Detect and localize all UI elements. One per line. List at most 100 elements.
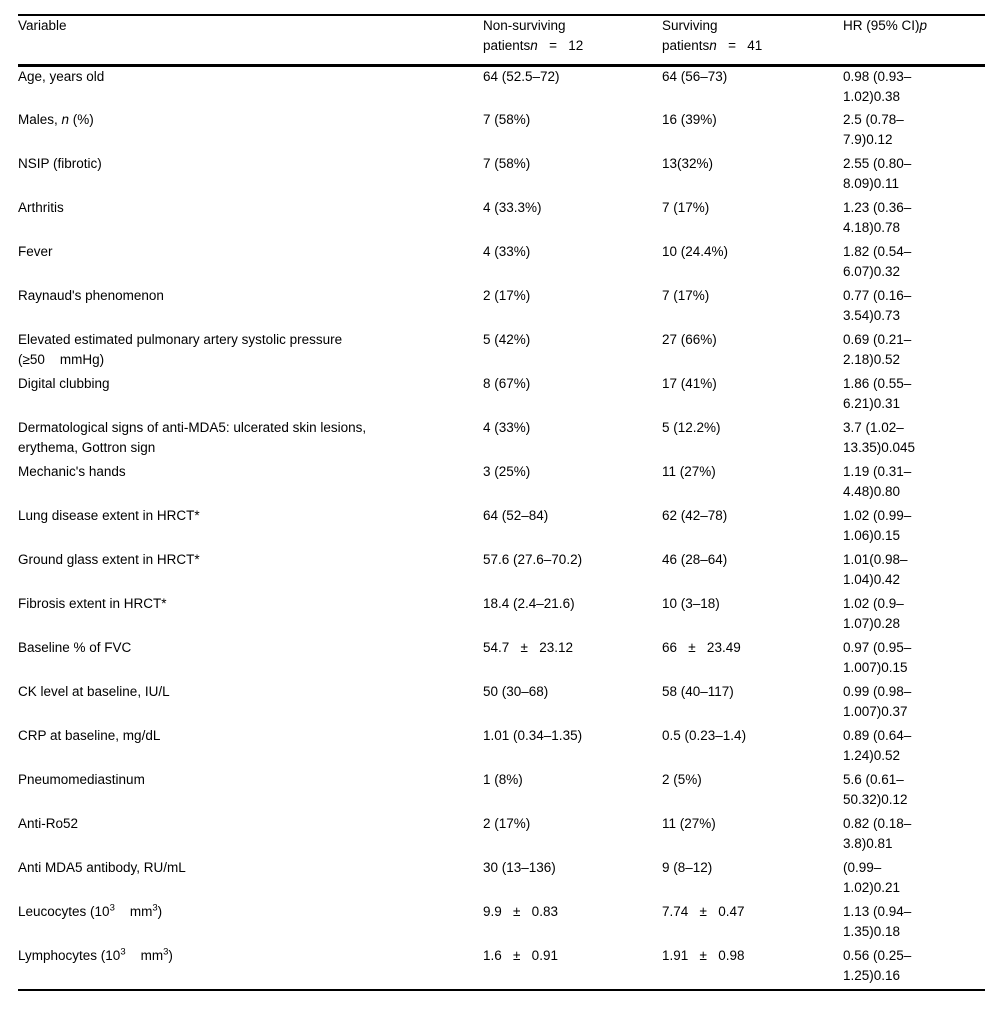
hr-ci-p-cell: 0.77 (0.16– 3.54)0.73 bbox=[843, 286, 985, 330]
variable-text-segment: Fever bbox=[18, 243, 53, 259]
variable-cell: Pneumomediastinum bbox=[18, 770, 483, 814]
hr-ci-p-line: 1.007)0.15 bbox=[843, 659, 908, 675]
hr-ci-p-line: 2.18)0.52 bbox=[843, 351, 901, 367]
hr-ci-p-line: 4.48)0.80 bbox=[843, 483, 901, 499]
table-row: Dermatological signs of anti-MDA5: ulcer… bbox=[18, 418, 985, 462]
variable-text-segment: Lymphocytes (10 bbox=[18, 947, 121, 963]
surviving-value-cell: 27 (66%) bbox=[662, 331, 717, 347]
surviving-value-cell: 10 (24.4%) bbox=[662, 243, 729, 259]
variable-text-segment: (≥50 mmHg) bbox=[18, 351, 105, 367]
hr-ci-p-line: 1.06)0.15 bbox=[843, 527, 901, 543]
header-text-segment: patients bbox=[662, 38, 710, 53]
surviving-value-cell: 58 (40–117) bbox=[662, 683, 734, 699]
hr-ci-p-line: (0.99– bbox=[843, 859, 882, 875]
table-row: Lung disease extent in HRCT* 64 (52–84) 62… bbox=[18, 506, 985, 550]
header-text-segment: Variable bbox=[18, 18, 67, 33]
hr-ci-p-line: 4.18)0.78 bbox=[843, 219, 901, 235]
variable-cell: Baseline % of FVC bbox=[18, 638, 483, 682]
variable-text-segment: Elevated estimated pulmonary artery syst… bbox=[18, 331, 343, 347]
variable-text-segment: ) bbox=[157, 903, 163, 919]
variable-text-segment: Baseline % of FVC bbox=[18, 639, 132, 655]
variable-cell: Elevated estimated pulmonary artery syst… bbox=[18, 330, 483, 374]
hr-ci-p-line: 1.07)0.28 bbox=[843, 615, 901, 631]
surviving-value-cell: 13(32%) bbox=[662, 155, 714, 171]
table-row: Lymphocytes (103 mm3) 1.6 ± 0.91 1.91 ± 0.… bbox=[18, 946, 985, 990]
hr-ci-p-line: 1.02 (0.9– bbox=[843, 595, 904, 611]
non-surviving-value-cell: 2 (17%) bbox=[483, 287, 531, 303]
variable-cell: NSIP (fibrotic) bbox=[18, 154, 483, 198]
table-row: Pneumomediastinum 1 (8%) 2 (5%) 5.6 (0.61– 5… bbox=[18, 770, 985, 814]
hr-ci-p-line: 8.09)0.11 bbox=[843, 175, 900, 191]
header-text-segment: n bbox=[709, 38, 717, 53]
hr-ci-p-line: 6.21)0.31 bbox=[843, 395, 901, 411]
surviving-value-cell: 7.74 ± 0.47 bbox=[662, 903, 745, 919]
hr-ci-p-line: 1.82 (0.54– bbox=[843, 243, 912, 259]
table-row: NSIP (fibrotic) 7 (58%) 13(32%) 2.55 (0.80–… bbox=[18, 154, 985, 198]
header-surviving: Surviving patientsn = 41 bbox=[662, 15, 843, 67]
hr-ci-p-cell: 1.23 (0.36– 4.18)0.78 bbox=[843, 198, 985, 242]
hr-ci-p-line: 0.98 (0.93– bbox=[843, 69, 912, 84]
table-row: CK level at baseline, IU/L 50 (30–68) 58 (… bbox=[18, 682, 985, 726]
table-row: Arthritis 4 (33.3%) 7 (17%) 1.23 (0.36– 4.18… bbox=[18, 198, 985, 242]
non-surviving-value-cell: 1.6 ± 0.91 bbox=[483, 947, 558, 963]
hr-ci-p-cell: 1.19 (0.31– 4.48)0.80 bbox=[843, 462, 985, 506]
table-row: Fibrosis extent in HRCT* 18.4 (2.4–21.6) 1… bbox=[18, 594, 985, 638]
variable-text-segment: NSIP (fibrotic) bbox=[18, 155, 102, 171]
header-text-segment: = 12 bbox=[537, 38, 584, 53]
non-surviving-value-cell: 3 (25%) bbox=[483, 463, 531, 479]
hr-ci-p-line: 1.02)0.38 bbox=[843, 89, 901, 104]
superscript-segment: 3 bbox=[152, 902, 158, 913]
non-surviving-value-cell: 57.6 (27.6–70.2) bbox=[483, 551, 583, 567]
variable-cell: Age, years old bbox=[18, 66, 483, 110]
non-surviving-value-cell: 50 (30–68) bbox=[483, 683, 549, 699]
surviving-value-cell: 10 (3–18) bbox=[662, 595, 720, 611]
hr-ci-p-line: 1.35)0.18 bbox=[843, 923, 901, 939]
hr-ci-p-line: 1.86 (0.55– bbox=[843, 375, 912, 391]
hr-ci-p-line: 50.32)0.12 bbox=[843, 791, 908, 807]
hr-ci-p-cell: 0.82 (0.18– 3.8)0.81 bbox=[843, 814, 985, 858]
table-row: Elevated estimated pulmonary artery syst… bbox=[18, 330, 985, 374]
non-surviving-value-cell: 64 (52–84) bbox=[483, 507, 549, 523]
hr-ci-p-cell: 0.99 (0.98– 1.007)0.37 bbox=[843, 682, 985, 726]
hr-ci-p-cell: 3.7 (1.02– 13.35)0.045 bbox=[843, 418, 985, 462]
table-row: Baseline % of FVC 54.7 ± 23.12 66 ± 23.49 0… bbox=[18, 638, 985, 682]
hr-ci-p-line: 3.8)0.81 bbox=[843, 835, 893, 851]
hr-ci-p-line: 3.54)0.73 bbox=[843, 307, 901, 323]
non-surviving-value-cell: 4 (33%) bbox=[483, 419, 531, 435]
hr-ci-p-line: 1.02 (0.99– bbox=[843, 507, 912, 523]
hr-ci-p-cell: 1.02 (0.9– 1.07)0.28 bbox=[843, 594, 985, 638]
variable-text-segment: erythema, Gottron sign bbox=[18, 439, 156, 455]
table-row: Fever 4 (33%) 10 (24.4%) 1.82 (0.54– 6.07)0.… bbox=[18, 242, 985, 286]
superscript-segment: 3 bbox=[163, 946, 169, 957]
hr-ci-p-cell: 1.13 (0.94– 1.35)0.18 bbox=[843, 902, 985, 946]
hr-ci-p-line: 6.07)0.32 bbox=[843, 263, 901, 279]
variable-text-segment: Mechanic's hands bbox=[18, 463, 126, 479]
variable-text-segment: CK level at baseline, IU/L bbox=[18, 683, 170, 699]
variable-cell: Lung disease extent in HRCT* bbox=[18, 506, 483, 550]
non-surviving-value-cell: 4 (33.3%) bbox=[483, 199, 542, 215]
hr-ci-p-line: 5.6 (0.61– bbox=[843, 771, 904, 787]
hr-ci-p-line: 13.35)0.045 bbox=[843, 439, 916, 455]
hr-ci-p-cell: 2.55 (0.80– 8.09)0.11 bbox=[843, 154, 985, 198]
hr-ci-p-line: 2.5 (0.78– bbox=[843, 111, 904, 127]
variable-text-segment: Lung disease extent in HRCT* bbox=[18, 507, 200, 523]
variable-text-segment: Ground glass extent in HRCT* bbox=[18, 551, 200, 567]
table-row: Age, years old 64 (52.5–72) 64 (56–73) 0.98… bbox=[18, 66, 985, 110]
hr-ci-p-cell: 0.89 (0.64– 1.24)0.52 bbox=[843, 726, 985, 770]
hr-ci-p-line: 0.89 (0.64– bbox=[843, 727, 912, 743]
surviving-value-cell: 2 (5%) bbox=[662, 771, 702, 787]
header-row: Variable Non-surviving patientsn = 12 Survi… bbox=[18, 15, 985, 67]
variable-text-segment: Anti-Ro52 bbox=[18, 815, 79, 831]
hr-ci-p-line: 0.56 (0.25– bbox=[843, 947, 912, 963]
variable-cell: Ground glass extent in HRCT* bbox=[18, 550, 483, 594]
surviving-value-cell: 0.5 (0.23–1.4) bbox=[662, 727, 747, 743]
hr-ci-p-line: 0.99 (0.98– bbox=[843, 683, 912, 699]
surviving-value-cell: 5 (12.2%) bbox=[662, 419, 721, 435]
non-surviving-value-cell: 4 (33%) bbox=[483, 243, 531, 259]
variable-text-segment: mm bbox=[114, 903, 153, 919]
surviving-value-cell: 46 (28–64) bbox=[662, 551, 728, 567]
hr-ci-p-line: 1.25)0.16 bbox=[843, 967, 901, 983]
hr-ci-p-line: 0.77 (0.16– bbox=[843, 287, 912, 303]
variable-text-segment: Fibrosis extent in HRCT* bbox=[18, 595, 167, 611]
non-surviving-value-cell: 64 (52.5–72) bbox=[483, 69, 560, 84]
